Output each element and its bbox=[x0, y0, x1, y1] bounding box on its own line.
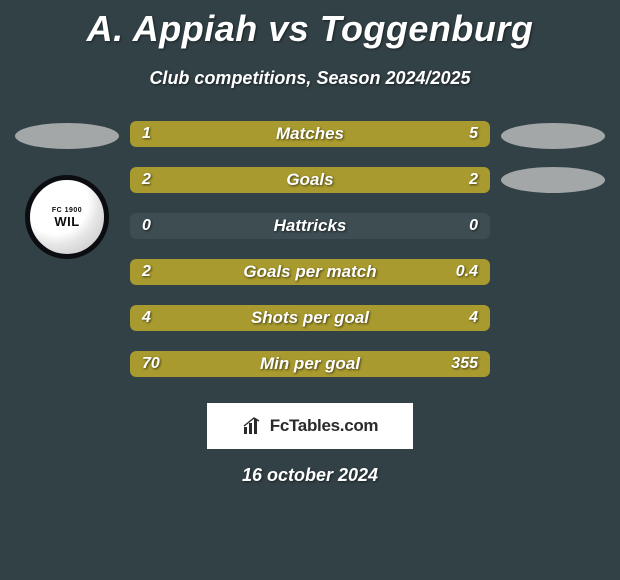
stat-row: 0Hattricks0 bbox=[130, 213, 490, 239]
club-badge-top: FC 1900 bbox=[52, 207, 82, 214]
stat-value-right: 5 bbox=[469, 125, 478, 143]
stat-row: 1Matches5 bbox=[130, 121, 490, 147]
right-column bbox=[494, 121, 612, 377]
stat-label: Hattricks bbox=[130, 216, 490, 236]
player-avatar-placeholder bbox=[15, 123, 119, 149]
page-title: A. Appiah vs Toggenburg bbox=[0, 0, 620, 50]
subtitle: Club competitions, Season 2024/2025 bbox=[0, 68, 620, 89]
club-badge-name: WIL bbox=[52, 215, 82, 228]
stat-row: 4Shots per goal4 bbox=[130, 305, 490, 331]
stat-value-right: 0 bbox=[469, 217, 478, 235]
team-avatar-placeholder bbox=[501, 123, 605, 149]
stat-label: Goals bbox=[130, 170, 490, 190]
chart-icon bbox=[242, 416, 266, 436]
stat-value-right: 4 bbox=[469, 309, 478, 327]
comparison-card: A. Appiah vs Toggenburg Club competition… bbox=[0, 0, 620, 580]
stat-row: 2Goals2 bbox=[130, 167, 490, 193]
footer-brand-text: FcTables.com bbox=[270, 416, 379, 436]
main-layout: FC 1900 WIL 1Matches5 2Goals2 0Hattricks0 2… bbox=[0, 121, 620, 377]
date-line: 16 october 2024 bbox=[0, 465, 620, 486]
stats-column: 1Matches52Goals20Hattricks02Goals per ma… bbox=[126, 121, 494, 377]
stat-row: 2Goals per match0.4 bbox=[130, 259, 490, 285]
stat-value-right: 0.4 bbox=[456, 263, 478, 281]
stat-label: Shots per goal bbox=[130, 308, 490, 328]
left-column: FC 1900 WIL bbox=[8, 121, 126, 377]
stat-row: 70Min per goal355 bbox=[130, 351, 490, 377]
team-badge-placeholder bbox=[501, 167, 605, 193]
footer-brand-badge: FcTables.com bbox=[207, 403, 413, 449]
stat-value-right: 2 bbox=[469, 171, 478, 189]
club-badge-text: FC 1900 WIL bbox=[52, 207, 82, 228]
stat-label: Matches bbox=[130, 124, 490, 144]
stat-value-right: 355 bbox=[451, 355, 478, 373]
stat-label: Min per goal bbox=[130, 354, 490, 374]
club-badge: FC 1900 WIL bbox=[25, 175, 109, 259]
stat-label: Goals per match bbox=[130, 262, 490, 282]
